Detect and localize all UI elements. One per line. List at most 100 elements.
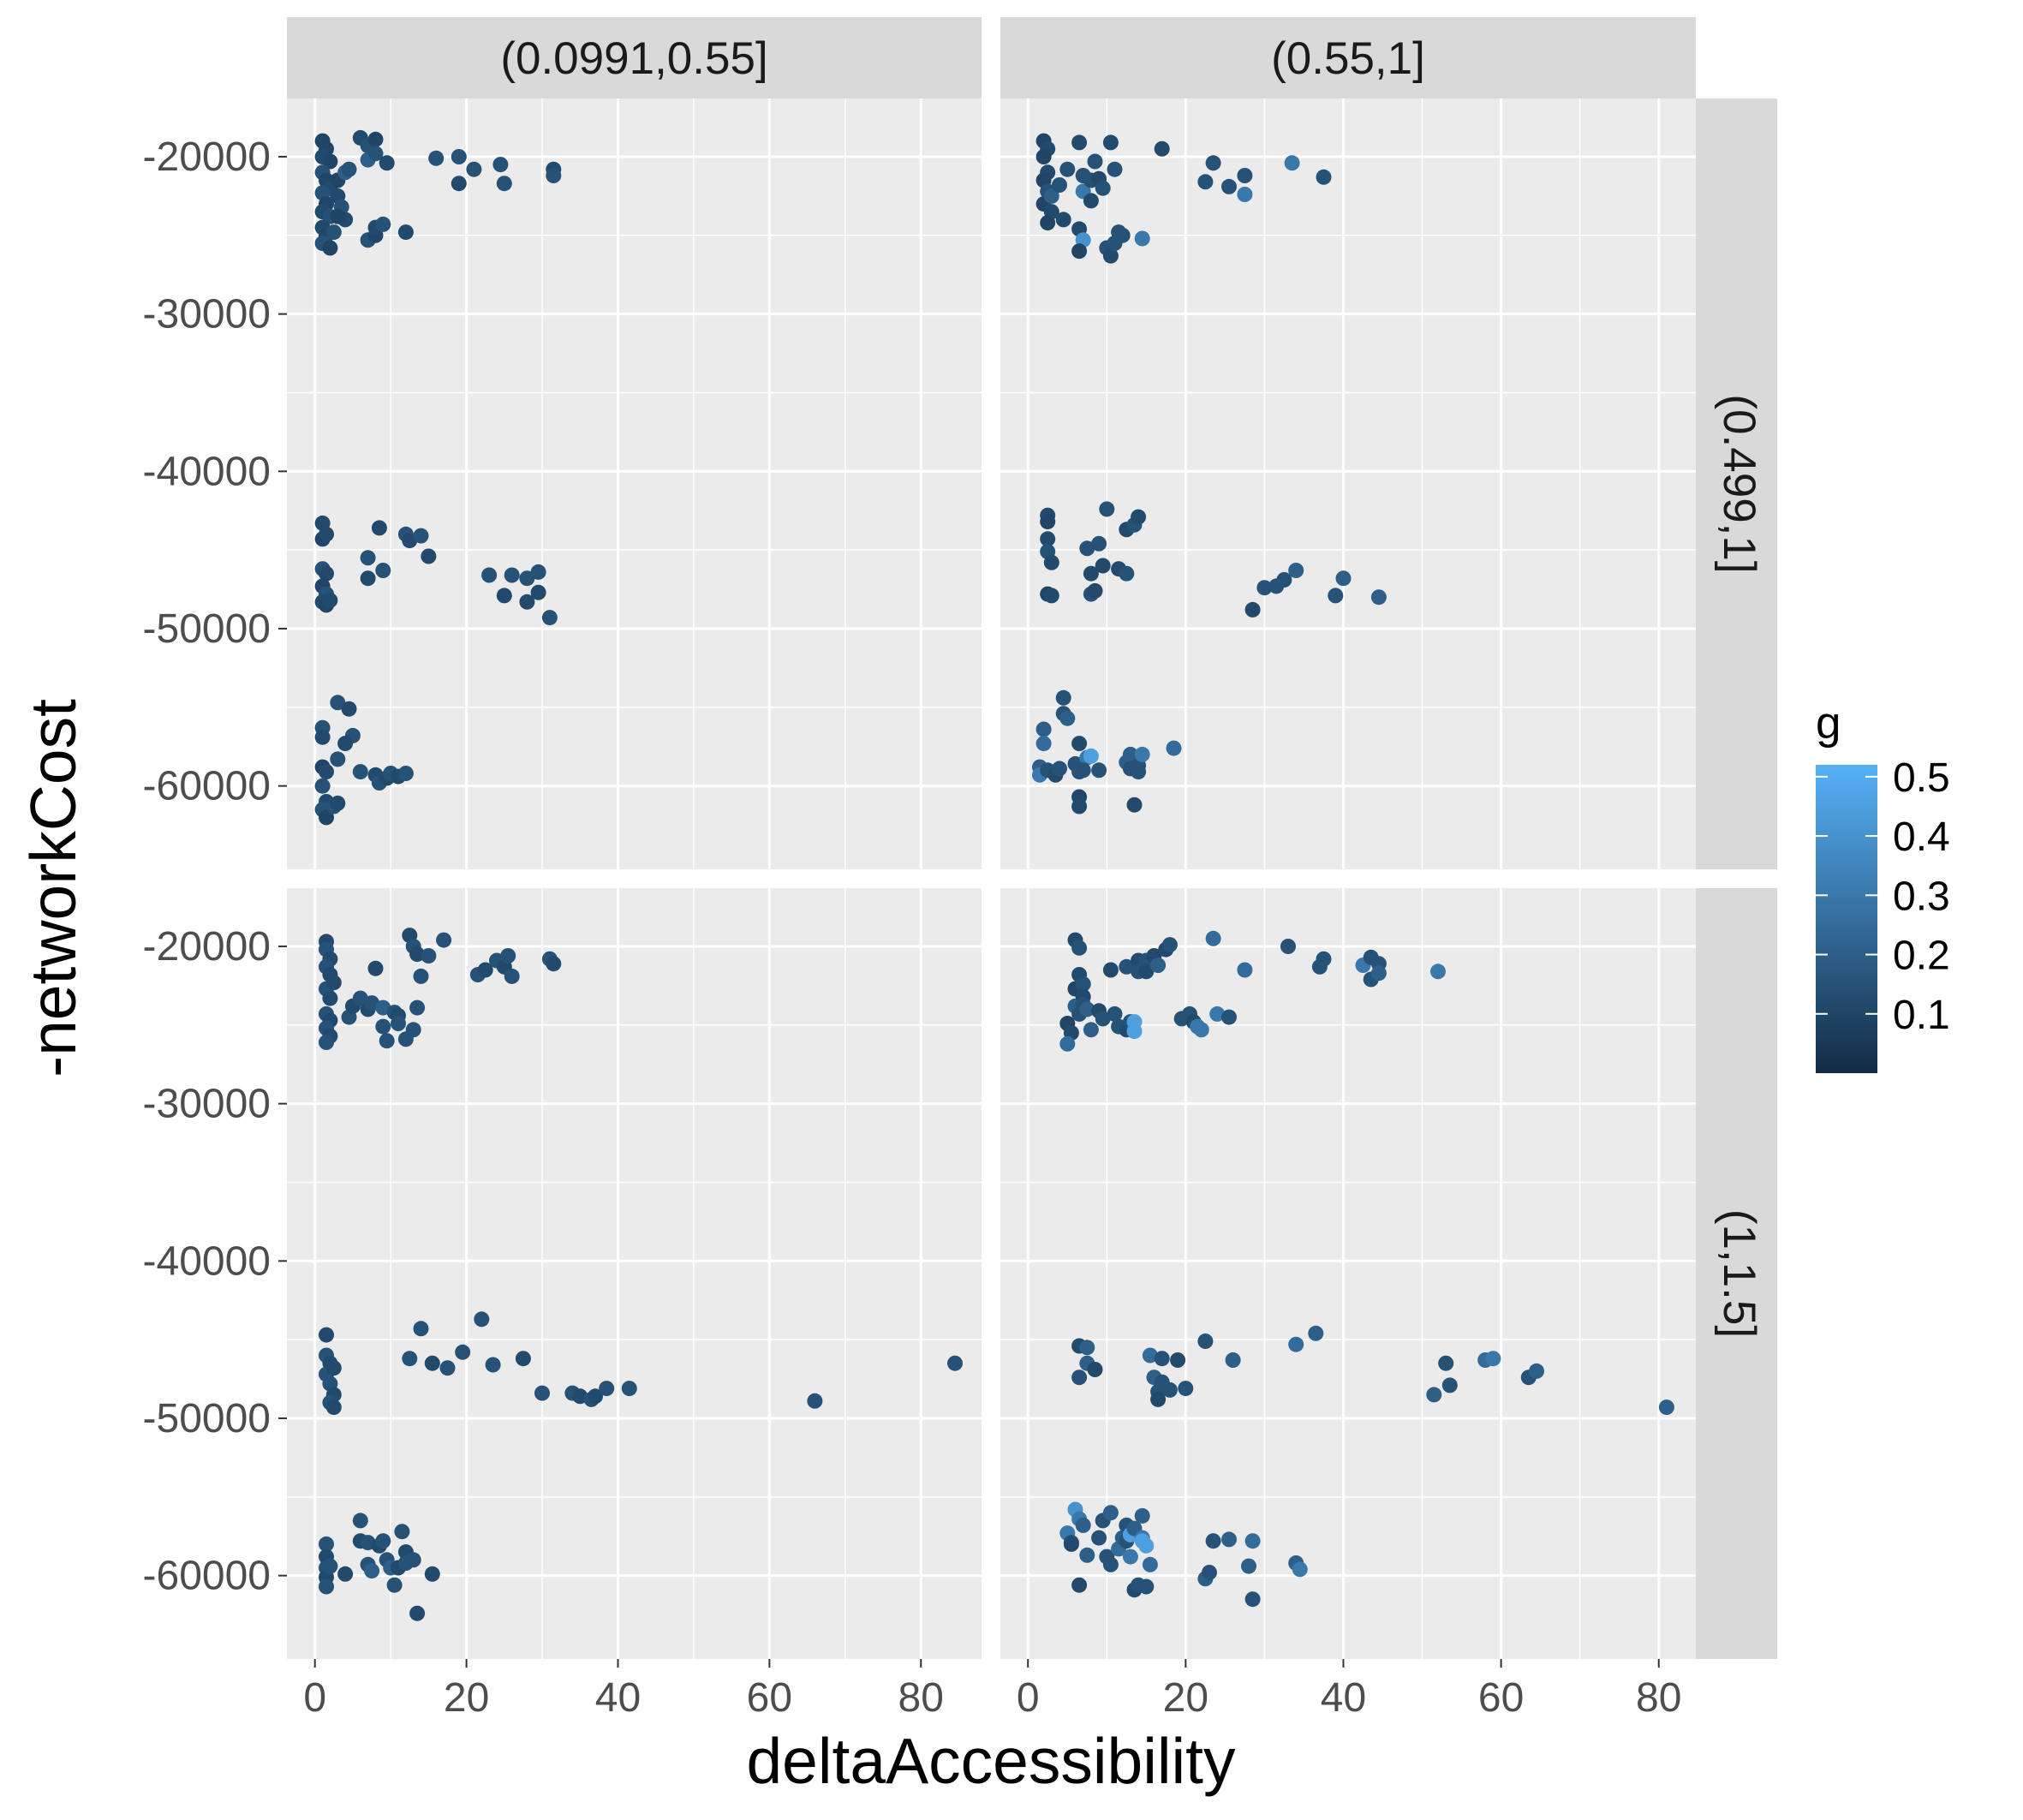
data-point — [1370, 965, 1387, 982]
data-point — [1161, 1381, 1178, 1398]
data-point — [330, 695, 346, 711]
data-point — [1071, 1369, 1088, 1386]
panel-row0-col1 — [1000, 98, 1696, 869]
y-tick-label: -20000 — [143, 924, 271, 970]
data-point — [360, 570, 376, 587]
data-point — [1079, 1547, 1095, 1563]
data-point — [1244, 601, 1261, 618]
data-point — [1035, 721, 1052, 737]
data-point — [1150, 1391, 1167, 1407]
data-point — [1055, 212, 1071, 228]
data-point — [1288, 1336, 1304, 1352]
data-point — [1134, 230, 1150, 247]
data-point — [375, 216, 391, 232]
data-point — [325, 1360, 342, 1376]
x-tick-label: 40 — [1321, 1675, 1366, 1721]
data-point — [1035, 149, 1052, 164]
data-point — [1426, 1387, 1442, 1403]
data-point — [1083, 1022, 1099, 1038]
row-strip-0 — [1696, 98, 1777, 869]
data-point — [1237, 168, 1253, 183]
data-point — [322, 990, 338, 1006]
data-point — [515, 1351, 531, 1367]
data-point — [1197, 174, 1214, 190]
data-point — [1071, 736, 1088, 752]
data-point — [481, 567, 498, 583]
data-point — [1150, 958, 1167, 973]
y-tick-label: -50000 — [143, 1396, 271, 1441]
col-strip-1 — [1000, 17, 1696, 98]
data-point — [337, 736, 354, 752]
data-point — [319, 1536, 334, 1552]
data-point — [1083, 748, 1099, 764]
panel-background — [1000, 888, 1696, 1659]
data-point — [1102, 134, 1119, 151]
data-point — [1221, 1531, 1237, 1548]
data-point — [504, 567, 520, 583]
data-point — [1075, 976, 1091, 992]
data-point — [496, 176, 512, 192]
data-point — [341, 701, 357, 717]
col-strip-label-0: (0.0991,0.55] — [500, 33, 767, 84]
data-point — [1166, 740, 1182, 756]
data-point — [1256, 580, 1273, 596]
data-point — [1370, 589, 1387, 606]
data-point — [330, 795, 346, 811]
x-tick-label: 60 — [747, 1675, 792, 1721]
data-point — [1529, 1363, 1544, 1379]
data-point — [1095, 558, 1111, 574]
data-point — [409, 946, 426, 963]
data-point — [1087, 153, 1103, 170]
data-point — [319, 1035, 334, 1050]
x-tick-label: 40 — [595, 1675, 641, 1721]
data-point — [391, 1016, 406, 1031]
data-point — [1126, 797, 1143, 813]
data-point — [1099, 501, 1115, 517]
legend-tick-label: 0.5 — [1893, 755, 1950, 801]
data-point — [424, 1566, 440, 1582]
y-tick-label: -40000 — [143, 1238, 271, 1284]
data-point — [375, 1018, 391, 1035]
data-point — [1134, 1507, 1150, 1524]
data-point — [319, 1578, 334, 1595]
data-point — [474, 1311, 490, 1328]
data-point — [322, 592, 338, 608]
data-point — [1052, 761, 1067, 777]
data-point — [1154, 1351, 1170, 1367]
data-point — [1658, 1399, 1674, 1416]
data-point — [530, 584, 546, 600]
data-point — [402, 1351, 418, 1367]
data-point — [451, 176, 467, 192]
data-point — [1040, 514, 1056, 530]
panel-row1-col1 — [1000, 888, 1696, 1659]
data-point — [1131, 764, 1147, 780]
y-tick-label: -50000 — [143, 606, 271, 652]
data-point — [1170, 1352, 1186, 1368]
data-point — [319, 809, 334, 826]
data-point — [1114, 227, 1131, 243]
data-point — [534, 1385, 550, 1401]
data-point — [1102, 1505, 1119, 1521]
data-point — [1197, 1334, 1214, 1349]
data-point — [367, 146, 384, 162]
data-point — [1221, 1009, 1237, 1025]
data-point — [337, 1566, 354, 1582]
x-axis: 0 20 40 60 80 0 20 40 60 80 — [303, 1659, 1681, 1721]
data-point — [1138, 964, 1155, 980]
data-point — [421, 948, 437, 964]
data-point — [1079, 1340, 1095, 1356]
y-axis: -20000 -30000 -40000 -50000 -60000 -20000 -300… — [143, 134, 287, 1599]
data-point — [1071, 1577, 1088, 1593]
data-point — [1221, 178, 1237, 194]
data-point — [360, 550, 376, 566]
data-point — [375, 563, 391, 578]
data-point — [397, 224, 414, 241]
data-point — [424, 1355, 440, 1371]
data-point — [1316, 169, 1332, 185]
data-point — [413, 1321, 429, 1337]
data-point — [364, 1563, 380, 1579]
data-point — [1241, 1558, 1256, 1574]
data-point — [1071, 798, 1088, 815]
data-point — [1142, 1556, 1158, 1572]
